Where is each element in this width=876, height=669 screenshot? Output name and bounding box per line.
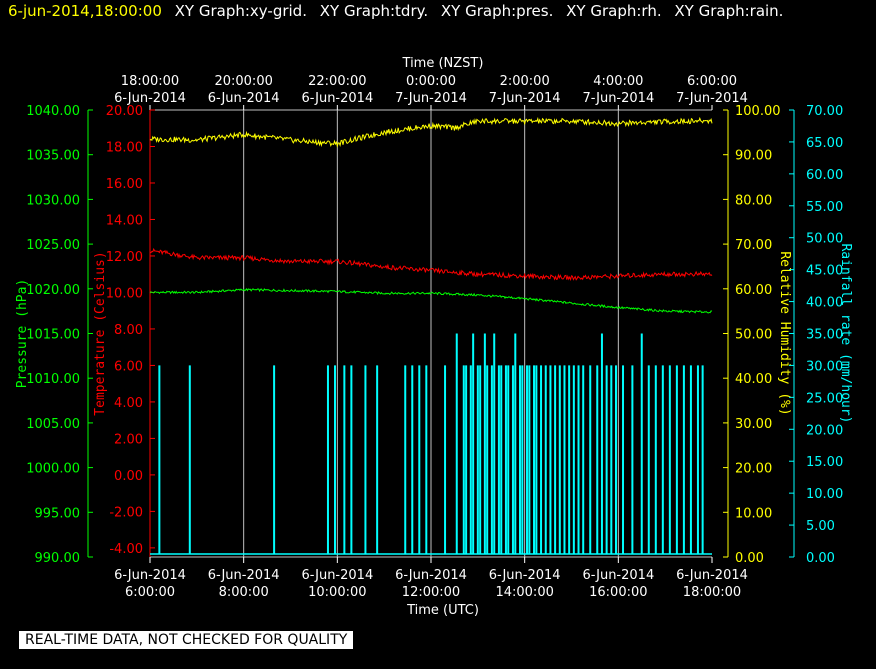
temperature-tick-label: 4.00 [114, 396, 143, 411]
humidity-tick-label: 60.00 [735, 283, 772, 298]
rain-tick-label: 30.00 [806, 359, 843, 374]
x-bottom-tick-label: 6-Jun-2014 [114, 568, 186, 583]
x-bottom-axis-label: Time (UTC) [406, 603, 479, 618]
x-top-tick-label: 7-Jun-2014 [395, 91, 467, 106]
temperature-tick-label: -2.00 [109, 505, 143, 520]
timestamp: 6-jun-2014,18:00:00 [8, 2, 162, 20]
graph-title-grid: XY Graph:xy-grid. [174, 2, 307, 20]
pressure-tick-label: 1035.00 [26, 149, 80, 164]
rain-tick-label: 0.00 [806, 551, 835, 566]
x-top-axis-label: Time (NZST) [402, 56, 484, 71]
temperature-tick-label: 20.00 [106, 104, 143, 119]
rain-tick-label: 55.00 [806, 200, 843, 215]
x-top-tick-label: 6-Jun-2014 [301, 91, 373, 106]
graph-title-tdry: XY Graph:tdry. [319, 2, 429, 20]
x-bottom-tick-label: 8:00:00 [219, 585, 269, 600]
pressure-tick-label: 1010.00 [26, 372, 80, 387]
temperature-tick-label: 18.00 [106, 140, 143, 155]
pressure-tick-label: 1000.00 [26, 462, 80, 477]
temperature-axis-title: Temperature (Celsius) [93, 251, 108, 415]
x-bottom-tick-label: 12:00:00 [402, 585, 460, 600]
quality-note: REAL-TIME DATA, NOT CHECKED FOR QUALITY [19, 631, 354, 649]
rain-tick-label: 70.00 [806, 104, 843, 119]
x-bottom-tick-label: 6-Jun-2014 [582, 568, 654, 583]
pressure-tick-label: 1040.00 [26, 104, 80, 119]
rain-tick-label: 5.00 [806, 519, 835, 534]
x-top-tick-label: 2:00:00 [500, 74, 550, 89]
x-bottom-tick-label: 16:00:00 [589, 585, 647, 600]
temperature-tick-label: 10.00 [106, 286, 143, 301]
rain-axis-title: Rainfall rate (mm/hour) [838, 243, 853, 423]
x-top-tick-label: 6:00:00 [687, 74, 737, 89]
x-top-tick-label: 7-Jun-2014 [582, 91, 654, 106]
chart-header: 6-jun-2014,18:00:00 XY Graph:xy-grid. XY… [8, 2, 783, 20]
rain-tick-label: 50.00 [806, 232, 843, 247]
humidity-tick-label: 70.00 [735, 238, 772, 253]
pressure-tick-label: 1025.00 [26, 238, 80, 253]
humidity-tick-label: 100.00 [735, 104, 781, 119]
pressure-tick-label: 1015.00 [26, 328, 80, 343]
rain-tick-label: 40.00 [806, 296, 843, 311]
pressure-tick-label: 995.00 [35, 506, 81, 521]
humidity-tick-label: 80.00 [735, 193, 772, 208]
x-bottom-tick-label: 6:00:00 [125, 585, 175, 600]
humidity-tick-label: 40.00 [735, 372, 772, 387]
series-line-rh [149, 116, 713, 149]
x-top-tick-label: 6-Jun-2014 [208, 91, 280, 106]
temperature-tick-label: 14.00 [106, 213, 143, 228]
rain-tick-label: 15.00 [806, 455, 843, 470]
x-bottom-tick-label: 6-Jun-2014 [301, 568, 373, 583]
graph-title-rain: XY Graph:rain. [674, 2, 784, 20]
temperature-tick-label: 2.00 [114, 432, 143, 447]
x-top-tick-label: 6-Jun-2014 [114, 91, 186, 106]
temperature-tick-label: 8.00 [114, 323, 143, 338]
x-bottom-tick-label: 6-Jun-2014 [489, 568, 561, 583]
pressure-axis-title: Pressure (hPa) [15, 279, 30, 389]
x-top-tick-label: 7-Jun-2014 [676, 91, 748, 106]
temperature-tick-label: 6.00 [114, 359, 143, 374]
x-top-tick-label: 18:00:00 [121, 74, 179, 89]
x-top-tick-label: 4:00:00 [593, 74, 643, 89]
temperature-tick-label: -4.00 [109, 542, 143, 557]
graph-title-rh: XY Graph:rh. [566, 2, 662, 20]
pressure-tick-label: 1005.00 [26, 417, 80, 432]
rain-tick-label: 20.00 [806, 423, 843, 438]
rain-tick-label: 35.00 [806, 328, 843, 343]
humidity-tick-label: 10.00 [735, 506, 772, 521]
x-bottom-tick-label: 6-Jun-2014 [395, 568, 467, 583]
x-bottom-tick-label: 6-Jun-2014 [676, 568, 748, 583]
pressure-tick-label: 1020.00 [26, 283, 80, 298]
x-top-tick-label: 20:00:00 [214, 74, 272, 89]
rain-tick-label: 45.00 [806, 264, 843, 279]
series-line-tdry [150, 247, 713, 282]
series-line-pres [149, 288, 713, 314]
humidity-tick-label: 30.00 [735, 417, 772, 432]
x-bottom-tick-label: 10:00:00 [308, 585, 366, 600]
graph-title-pres: XY Graph:pres. [440, 2, 554, 20]
temperature-tick-label: 0.00 [114, 469, 143, 484]
x-bottom-tick-label: 18:00:00 [683, 585, 741, 600]
rain-tick-label: 25.00 [806, 391, 843, 406]
temperature-tick-label: 12.00 [106, 250, 143, 265]
rain-tick-label: 65.00 [806, 136, 843, 151]
x-top-tick-label: 22:00:00 [308, 74, 366, 89]
humidity-axis-title: Relative Humidity (%) [777, 251, 792, 415]
x-top-tick-label: 0:00:00 [406, 74, 456, 89]
humidity-tick-label: 90.00 [735, 149, 772, 164]
temperature-tick-label: 16.00 [106, 177, 143, 192]
x-top-tick-label: 7-Jun-2014 [489, 91, 561, 106]
pressure-tick-label: 1030.00 [26, 193, 80, 208]
x-bottom-tick-label: 6-Jun-2014 [208, 568, 280, 583]
x-bottom-tick-label: 14:00:00 [495, 585, 553, 600]
humidity-tick-label: 20.00 [735, 462, 772, 477]
pressure-tick-label: 990.00 [35, 551, 81, 566]
rain-tick-label: 10.00 [806, 487, 843, 502]
rain-tick-label: 60.00 [806, 168, 843, 183]
humidity-tick-label: 50.00 [735, 328, 772, 343]
humidity-tick-label: 0.00 [735, 551, 764, 566]
